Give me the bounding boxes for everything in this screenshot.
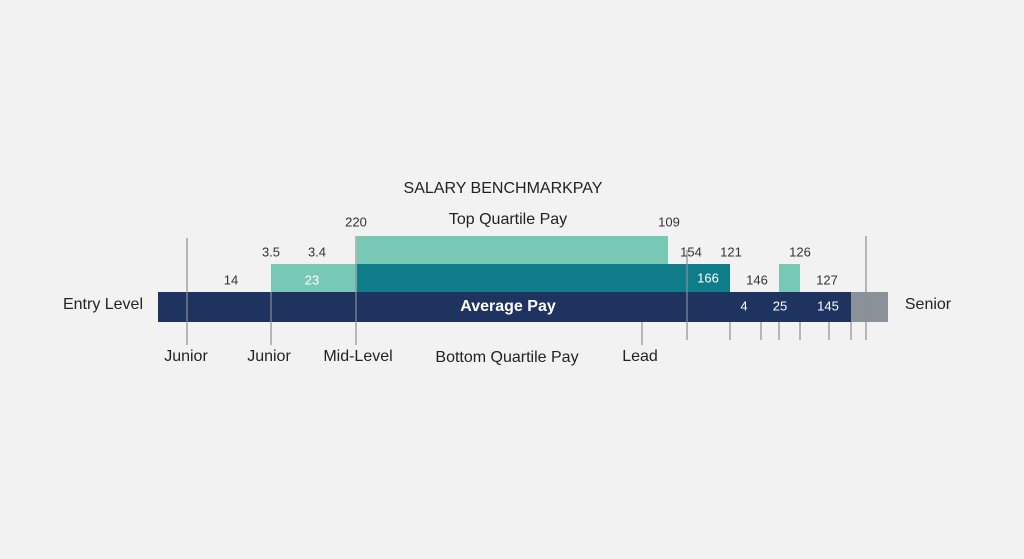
value-label: 25 (773, 298, 787, 313)
row-label: Entry Level (63, 296, 143, 313)
divider-lines (186, 236, 867, 345)
bottom-label: Bottom Quartile Pay (435, 349, 578, 366)
small-segment (779, 264, 800, 292)
row-label: Senior (905, 296, 952, 313)
bottom-label: Lead (622, 348, 658, 365)
bottom-label: Junior (164, 348, 208, 365)
value-label: 166 (697, 270, 719, 285)
bottom-label: Mid-Level (323, 348, 392, 365)
band-label: Top Quartile Pay (449, 211, 567, 228)
light-segment (271, 264, 357, 292)
value-label: 121 (720, 244, 742, 259)
value-label: 127 (816, 272, 838, 287)
value-label: 126 (789, 244, 811, 259)
value-label: 220 (345, 214, 367, 229)
top-quartile-bar (357, 236, 668, 264)
bottom-label: Junior (247, 348, 291, 365)
title: SALARY BENCHMARKPAY (404, 180, 603, 197)
value-label: 145 (817, 298, 839, 313)
value-label: 109 (658, 214, 680, 229)
dark-teal-segment (357, 264, 730, 292)
average-bar (158, 292, 851, 322)
value-label: 154 (680, 244, 702, 259)
value-label: 4 (740, 298, 747, 313)
value-label: 14 (224, 272, 238, 287)
band-label: Average Pay (460, 298, 556, 315)
value-label: 3.5 (262, 244, 280, 259)
value-label: 3.4 (308, 244, 326, 259)
value-label: 146 (746, 272, 768, 287)
value-label: 23 (305, 272, 319, 287)
gray-segment (851, 292, 888, 322)
